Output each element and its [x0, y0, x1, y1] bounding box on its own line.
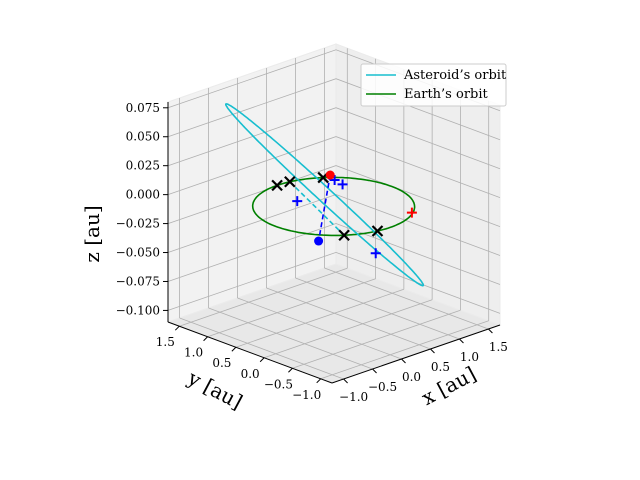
- y-tick: [174, 325, 180, 331]
- x-tick: [343, 378, 348, 384]
- grid-line-z: [167, 223, 501, 285]
- z-axis-label: z [au]: [80, 205, 104, 262]
- z-tick-label: 0.025: [126, 159, 160, 173]
- z-tick-label: −0.025: [116, 217, 160, 231]
- grid-line-x: [295, 277, 460, 340]
- black-x-marker: [338, 229, 350, 241]
- grid-line-z: [167, 251, 501, 314]
- blue-plus-marker: [370, 248, 381, 259]
- y-tick: [288, 367, 293, 373]
- y-tick-label: 0.0: [241, 367, 260, 381]
- x-tick: [488, 328, 493, 334]
- z-tick-label: 0.000: [126, 188, 160, 202]
- grid-line-z: [167, 165, 501, 227]
- grid-line-x: [266, 287, 431, 350]
- legend-label-earth: Earth’s orbit: [404, 87, 489, 102]
- axis-ticks: −1.0−0.50.00.51.01.5−1.0−0.50.00.51.01.5…: [116, 101, 508, 404]
- grid-line-x: [208, 307, 373, 370]
- blue-dot-marker: [314, 236, 324, 246]
- x-tick: [459, 338, 464, 344]
- y-tick-label: −1.0: [292, 388, 321, 402]
- z-tick-label: 0.075: [126, 101, 160, 115]
- grid-line-y: [264, 299, 433, 359]
- grid-line-x: [237, 297, 402, 360]
- black-x-marker: [271, 179, 283, 192]
- y-tick: [316, 378, 322, 384]
- y-tick: [203, 336, 208, 342]
- x-tick-label: 0.5: [431, 360, 450, 374]
- grid-line-x: [324, 267, 489, 330]
- grid-line-z: [167, 136, 501, 198]
- z-tick-label: −0.050: [116, 246, 160, 260]
- grid-line-y: [292, 309, 461, 369]
- red-plus-marker: [406, 207, 417, 218]
- axes-lines: [167, 102, 501, 384]
- y-tick-label: 0.5: [212, 356, 231, 370]
- plot-area: [225, 103, 425, 287]
- y-axis-label: y [au]: [183, 365, 246, 414]
- grid-line-y: [320, 320, 489, 380]
- blue-plus-marker: [329, 174, 340, 185]
- x-tick: [372, 368, 377, 374]
- y-tick: [259, 357, 265, 363]
- black-x-marker: [284, 175, 296, 188]
- sun-line: [317, 174, 331, 242]
- z-tick-label: 0.050: [126, 130, 160, 144]
- x-tick-label: −0.5: [368, 380, 397, 394]
- x-axis-line: [331, 324, 501, 384]
- z-tick-label: −0.100: [116, 303, 160, 317]
- z-tick-label: −0.075: [116, 274, 160, 288]
- y-tick-label: 1.0: [184, 346, 203, 360]
- asteroid-orbit-line: [225, 103, 425, 287]
- grid-line-z: [167, 107, 501, 170]
- blue-plus-marker: [292, 196, 303, 207]
- red-dot-marker: [325, 170, 335, 180]
- y-axis-line: [167, 321, 333, 384]
- grid-line-y: [179, 267, 348, 327]
- y-tick-label: 1.5: [156, 335, 175, 349]
- grid-line-z: [167, 78, 501, 141]
- x-tick-label: 1.5: [489, 340, 508, 354]
- x-tick: [430, 348, 435, 354]
- black-x-marker: [371, 225, 384, 237]
- x-tick: [401, 358, 406, 364]
- blue-plus-marker: [337, 179, 348, 190]
- legend: Asteroid’s orbit Earth’s orbit: [360, 63, 507, 107]
- asteroid-node-line: [289, 181, 345, 236]
- grid-line-x: [179, 317, 344, 380]
- y-tick: [231, 346, 237, 352]
- legend-label-asteroid: Asteroid’s orbit: [403, 68, 507, 83]
- grid-line-y: [207, 278, 376, 338]
- x-tick-label: 0.0: [402, 370, 421, 384]
- x-tick-label: 1.0: [460, 350, 479, 364]
- grid-line-y: [235, 288, 404, 348]
- x-tick-label: −1.0: [339, 390, 368, 404]
- axes-grid: [167, 48, 501, 380]
- y-tick-label: −0.5: [264, 377, 293, 391]
